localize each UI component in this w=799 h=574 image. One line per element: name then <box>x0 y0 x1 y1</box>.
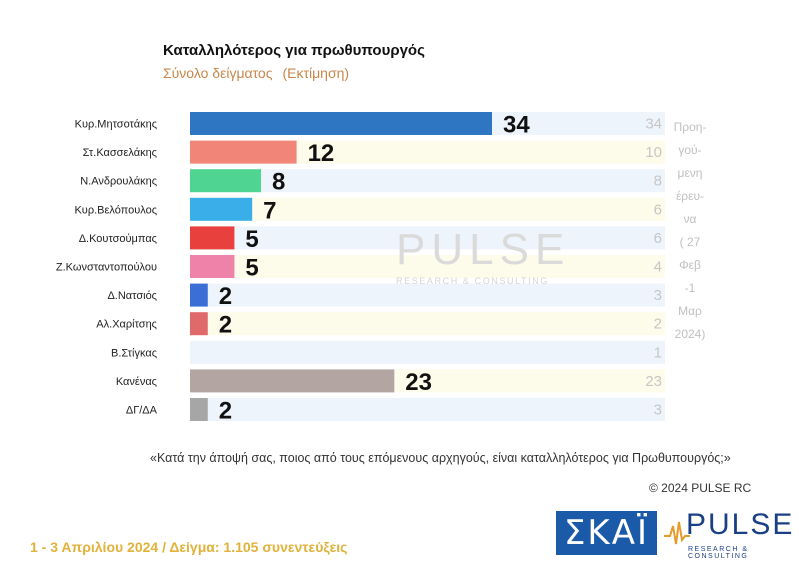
category-label: ΔΓ/ΔΑ <box>126 405 158 417</box>
previous-value-label: 34 <box>645 116 662 133</box>
bar <box>190 226 235 250</box>
previous-note-line: Προη- <box>673 120 707 134</box>
row-band <box>190 169 665 193</box>
copyright: © 2024 PULSE RC <box>649 481 752 495</box>
value-label: 7 <box>263 197 276 224</box>
previous-value-label: 2 <box>654 316 662 333</box>
bar <box>190 283 208 307</box>
value-label: 23 <box>405 369 432 396</box>
subtitle-main: Σύνολο δείγματος <box>163 65 273 81</box>
previous-note-line: μενη <box>677 166 703 180</box>
value-label: 34 <box>503 112 530 139</box>
bar <box>190 169 262 193</box>
bar <box>190 398 208 421</box>
previous-note-line: ( 27 <box>679 235 701 249</box>
category-label: Στ.Κασσελάκης <box>83 147 157 159</box>
bar <box>190 369 395 393</box>
previous-note-line: έρευ- <box>675 189 705 203</box>
category-label: Δ.Νατσιός <box>107 290 157 302</box>
value-label: 12 <box>308 140 335 167</box>
previous-value-label: 3 <box>654 402 662 419</box>
chart-subtitle: Σύνολο δείγματος (Εκτίμηση) <box>163 65 349 81</box>
bar <box>190 312 208 336</box>
skai-logo: ΣΚΑΪ <box>556 511 657 555</box>
subtitle-note: (Εκτίμηση) <box>282 65 350 81</box>
previous-value-label: 10 <box>645 144 662 161</box>
category-label: Κυρ.Βελόπουλος <box>74 204 157 216</box>
category-label: Κυρ.Μητσοτάκης <box>75 119 157 131</box>
value-label: 2 <box>219 398 232 425</box>
pulse-logo-text: PULSE <box>686 508 795 541</box>
previous-value-label: 23 <box>645 373 662 390</box>
value-label: 8 <box>272 169 285 196</box>
row-band <box>190 340 665 364</box>
pulse-logo-subtext: RESEARCH & CONSULTING <box>688 546 749 560</box>
bar <box>190 197 253 221</box>
previous-value-label: 6 <box>654 230 662 247</box>
value-label: 5 <box>245 226 258 253</box>
bar <box>190 112 492 135</box>
row-band <box>190 283 665 307</box>
row-band <box>190 312 665 336</box>
previous-value-label: 8 <box>654 173 662 190</box>
category-label: Κανένας <box>116 376 157 388</box>
survey-question: «Κατά την άποψή σας, ποιος από τους επόμ… <box>150 451 731 465</box>
previous-note-line: να <box>683 212 697 226</box>
value-label: 5 <box>245 255 258 282</box>
bar <box>190 255 235 278</box>
previous-note-line: Μαρ <box>678 304 702 318</box>
category-label: Ν.Ανδρουλάκης <box>80 176 157 188</box>
previous-note-line: 2024) <box>674 327 706 341</box>
value-label: 2 <box>219 312 232 339</box>
previous-value-label: 6 <box>654 201 662 218</box>
value-label: 2 <box>219 283 232 310</box>
previous-note-line: Φεβ <box>679 258 701 272</box>
category-label: Β.Στίγκας <box>111 347 157 359</box>
row-band <box>190 255 665 278</box>
category-label: Δ.Κουτσούμπας <box>79 233 157 245</box>
row-band <box>190 197 665 221</box>
previous-value-label: 3 <box>654 287 662 304</box>
chart-title: Καταλληλότερος για πρωθυπουργός <box>163 42 425 59</box>
pulse-wave-icon <box>664 521 690 545</box>
previous-note-line: -1 <box>684 281 696 295</box>
previous-survey-note: Προη-γού-μενη έρευ-να ( 27 Φεβ -1 Μαρ 2024) <box>667 116 713 346</box>
row-band <box>190 226 665 250</box>
previous-note-line: γού- <box>678 143 702 157</box>
category-label: Ζ.Κωνσταντοπούλου <box>56 262 157 274</box>
bar <box>190 140 297 164</box>
category-label: Αλ.Χαρίτσης <box>96 319 157 331</box>
previous-value-label: 1 <box>654 344 662 361</box>
previous-value-label: 4 <box>654 259 662 276</box>
survey-date-sample: 1 - 3 Απριλίου 2024 / Δείγμα: 1.105 συνε… <box>30 539 348 555</box>
row-band <box>190 140 665 164</box>
row-band <box>190 398 665 421</box>
pulse-logo: PULSE RESEARCH & CONSULTING <box>664 508 795 560</box>
